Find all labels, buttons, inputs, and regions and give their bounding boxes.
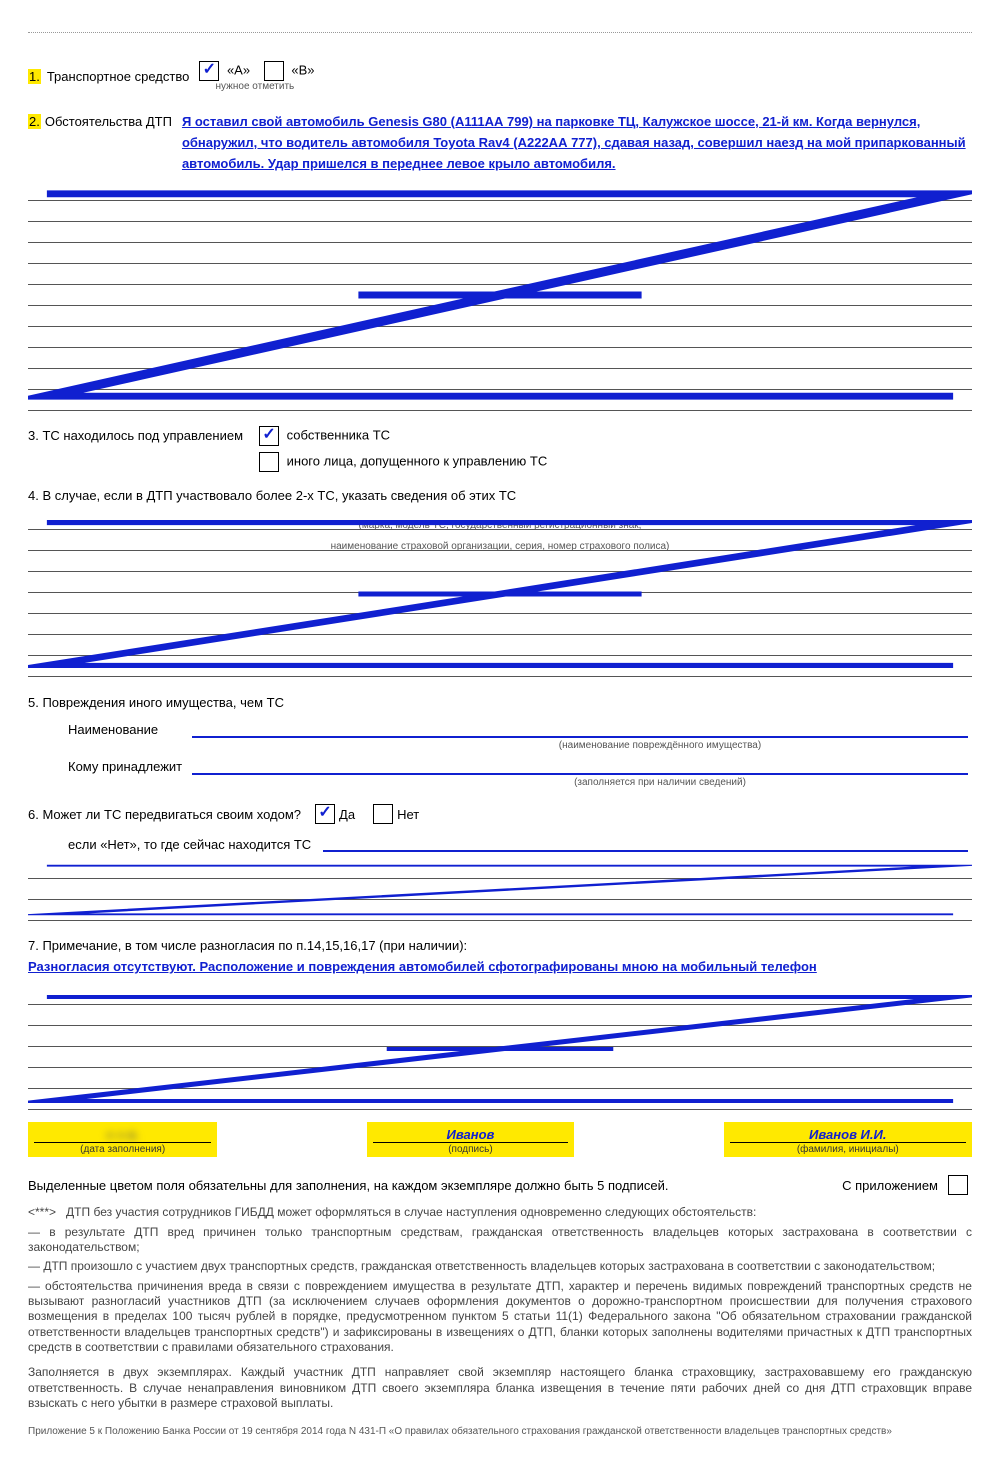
checkbox-moves-no[interactable] [373,804,393,824]
q4-section: 4. В случае, если в ДТП участвовало боле… [28,488,972,679]
q7-section: 7. Примечание, в том числе разногласия п… [28,938,972,1114]
signature-cell[interactable]: Иванов (подпись) [367,1122,573,1157]
q4-label: 4. В случае, если в ДТП участвовало боле… [28,488,972,503]
q6-section: 6. Может ли ТС передвигаться своим ходом… [28,804,972,922]
q5-owner-hint: (заполняется при наличии сведений) [348,777,972,788]
checkbox-owner[interactable]: ✓ [259,426,279,446]
legal-p2: Заполняется в двух экземплярах. Каждый у… [28,1365,972,1411]
q5-label: 5. Повреждения иного имущества, чем ТС [28,695,972,710]
q7-text: Разногласия отсутствуют. Расположение и … [28,957,972,978]
q6-yes: Да [339,807,355,822]
q2-text: Я оставил свой автомобиль Genesis G80 (А… [182,112,972,174]
attachment-label: С приложением [842,1178,938,1193]
q3-section: 3. ТС находилось под управлением ✓ собст… [28,426,972,472]
signature-value: Иванов [373,1124,567,1143]
q4-hint2: наименование страховой организации, сери… [28,541,972,552]
fullname-value: Иванов И.И. [730,1124,966,1143]
q3-opt1: собственника ТС [287,428,390,443]
legal-p1: ДТП без участия сотрудников ГИБДД может … [66,1205,756,1219]
q7-label: 7. Примечание, в том числе разногласия п… [28,938,972,953]
date-value: « » г. [107,1127,139,1142]
q6-ifno-label: если «Нет», то где сейчас находится ТС [68,837,311,852]
q1-label: Транспортное средство [47,69,189,84]
q6-no: Нет [397,807,419,822]
q1-number: 1. [28,69,41,84]
legal-star: <***> [28,1205,56,1219]
q1-option-a: «А» [227,62,250,77]
q1-row: 1. Транспортное средство ✓ «А» «В» нужно… [28,61,972,92]
appendix-note: Приложение 5 к Положению Банка России от… [28,1426,972,1437]
legal-b3: обстоятельства причинения вреда в связи … [28,1279,972,1354]
q2-number: 2. [28,114,41,129]
q3-opt2: иного лица, допущенного к управлению ТС [287,454,548,469]
checkbox-vehicle-b[interactable] [264,61,284,81]
checkbox-vehicle-a[interactable]: ✓ [199,61,219,81]
q5-name-field[interactable] [192,722,968,738]
q4-ruled-area: (марка, модель ТС, государственный регис… [28,509,972,679]
date-label: (дата заполнения) [34,1143,211,1157]
q5-owner-label: Кому принадлежит [68,759,188,774]
q6-location-field[interactable] [323,836,968,852]
signature-row: « » г. (дата заполнения) Иванов (подпись… [28,1122,972,1157]
q7-ruled-area [28,984,972,1114]
q1-option-b: «В» [291,62,314,77]
q5-section: 5. Повреждения иного имущества, чем ТС Н… [28,695,972,788]
legal-b2: ДТП произошло с участием двух транспортн… [43,1259,935,1273]
checkbox-moves-yes[interactable]: ✓ [315,804,335,824]
q1-hint: нужное отметить [216,81,295,92]
q2-section: 2. Обстоятельства ДТП Я оставил свой авт… [28,108,972,410]
legal-block: <***> ДТП без участия сотрудников ГИБДД … [28,1205,972,1411]
mandatory-note: Выделенные цветом поля обязательны для з… [28,1178,842,1193]
q5-name-label: Наименование [68,722,188,737]
checkbox-other-driver[interactable] [259,452,279,472]
q2-label: Обстоятельства ДТП [45,114,172,129]
q3-label: 3. ТС находилось под управлением [28,426,243,443]
q5-owner-field[interactable] [192,759,968,775]
q2-ruled-area [28,180,972,410]
q5-name-hint: (наименование повреждённого имущества) [348,740,972,751]
legal-b1: в результате ДТП вред причинен только тр… [28,1225,972,1254]
signature-label: (подпись) [373,1143,567,1157]
q6-label: 6. Может ли ТС передвигаться своим ходом… [28,807,301,822]
date-cell[interactable]: « » г. (дата заполнения) [28,1122,217,1157]
fullname-label: (фамилия, инициалы) [730,1143,966,1157]
page-top-dots [28,32,972,33]
fullname-cell[interactable]: Иванов И.И. (фамилия, инициалы) [724,1122,972,1157]
checkbox-attachment[interactable] [948,1175,968,1195]
q6-ruled-area [28,858,972,922]
